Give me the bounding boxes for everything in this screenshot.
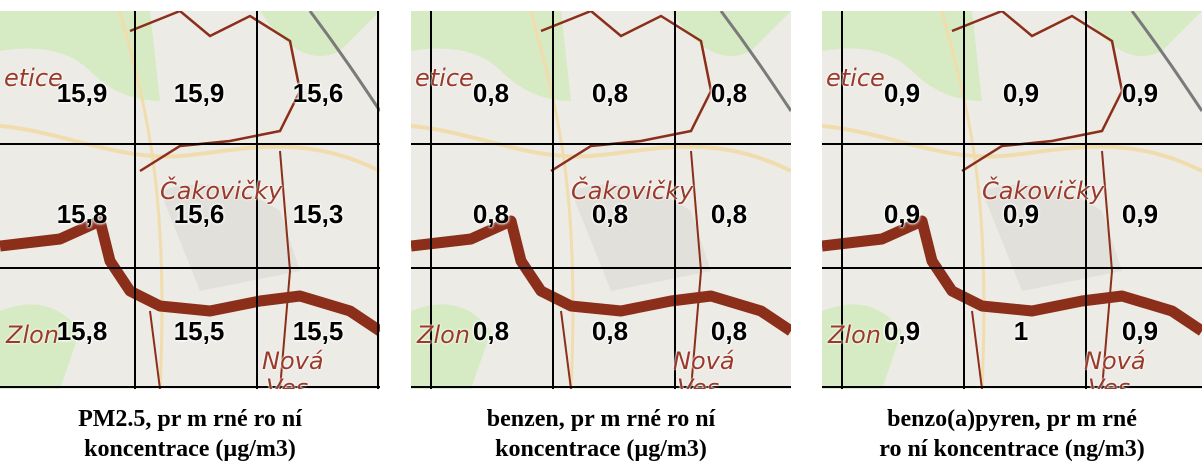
grid-cell-value: 15,6 [292,78,344,108]
grid-cell-value: 0,8 [472,199,510,229]
grid-cell-value: 0,9 [1121,199,1159,229]
place-label-ves: Ves [266,374,309,389]
grid-cell-value: 15,5 [292,316,344,346]
grid-cell-value: 0,8 [591,199,629,229]
place-label-etice: etice [415,64,474,92]
place-label-nova: Nová [262,347,324,375]
place-label-zlonin: Zlon [6,321,60,349]
place-label-zlonin: Zlon [828,321,882,349]
place-label-etice: etice [4,64,63,92]
caption-benzoapyren: benzo(a)pyren, pr m rné ro ní koncentrac… [822,404,1202,464]
place-label-zlonin: Zlon [417,321,471,349]
grid-cell-value: 0,9 [883,199,921,229]
grid-cell-value: 0,8 [710,78,748,108]
place-label-ves: Ves [1088,374,1131,389]
map-panel-pm25: etice Čakovičky Zlon Nová Ves 15,9 15,9 … [0,11,380,389]
caption-line: benzo(a)pyren, pr m rné [887,406,1137,432]
place-label-nova: Nová [673,347,735,375]
grid-cell-value: 0,9 [1121,78,1159,108]
grid-cell-value: 0,9 [1121,316,1159,346]
grid-cell-value: 15,6 [173,199,225,229]
grid-cell-value: 0,8 [472,316,510,346]
grid-cell-value: 1 [1013,316,1029,346]
grid-cell-value: 0,8 [710,316,748,346]
grid-cell-value: 15,9 [56,78,108,108]
place-label-cakovicky: Čakovičky [571,177,694,205]
map-background [822,11,1202,389]
grid-cell-value: 0,8 [472,78,510,108]
place-label-nova: Nová [1084,347,1146,375]
caption-line: benzen, pr m rné ro ní [486,406,716,432]
place-label-etice: etice [826,64,885,92]
grid-cell-value: 0,8 [710,199,748,229]
grid-cell-value: 15,8 [56,316,108,346]
grid-cell-value: 0,9 [883,316,921,346]
place-label-cakovicky: Čakovičky [160,177,283,205]
caption-pm25: PM2.5, pr m rné ro ní koncentrace (µg/m3… [0,404,380,464]
caption-line: koncentrace (µg/m3) [84,436,296,462]
map-panel-benzoapyren: etice Čakovičky Zlon Nová Ves 0,9 0,9 0,… [822,11,1202,389]
caption-line: PM2.5, pr m rné ro ní [78,406,302,432]
grid-cell-value: 0,8 [591,316,629,346]
caption-line: ro ní koncentrace (ng/m3) [879,436,1145,462]
map-background [0,11,380,389]
caption-line: koncentrace (µg/m3) [495,436,707,462]
place-label-cakovicky: Čakovičky [982,177,1105,205]
grid-cell-value: 0,9 [883,78,921,108]
map-panel-benzen: etice Čakovičky Zlon Nová Ves 0,8 0,8 0,… [411,11,791,389]
grid-cell-value: 0,9 [1002,78,1040,108]
map-background [411,11,791,389]
caption-benzen: benzen, pr m rné ro ní koncentrace (µg/m… [411,404,791,464]
grid-cell-value: 15,3 [292,199,344,229]
grid-cell-value: 0,8 [591,78,629,108]
grid-cell-value: 15,9 [173,78,225,108]
grid-cell-value: 15,5 [173,316,225,346]
grid-cell-value: 0,9 [1002,199,1040,229]
place-label-ves: Ves [677,374,720,389]
grid-cell-value: 15,8 [56,199,108,229]
